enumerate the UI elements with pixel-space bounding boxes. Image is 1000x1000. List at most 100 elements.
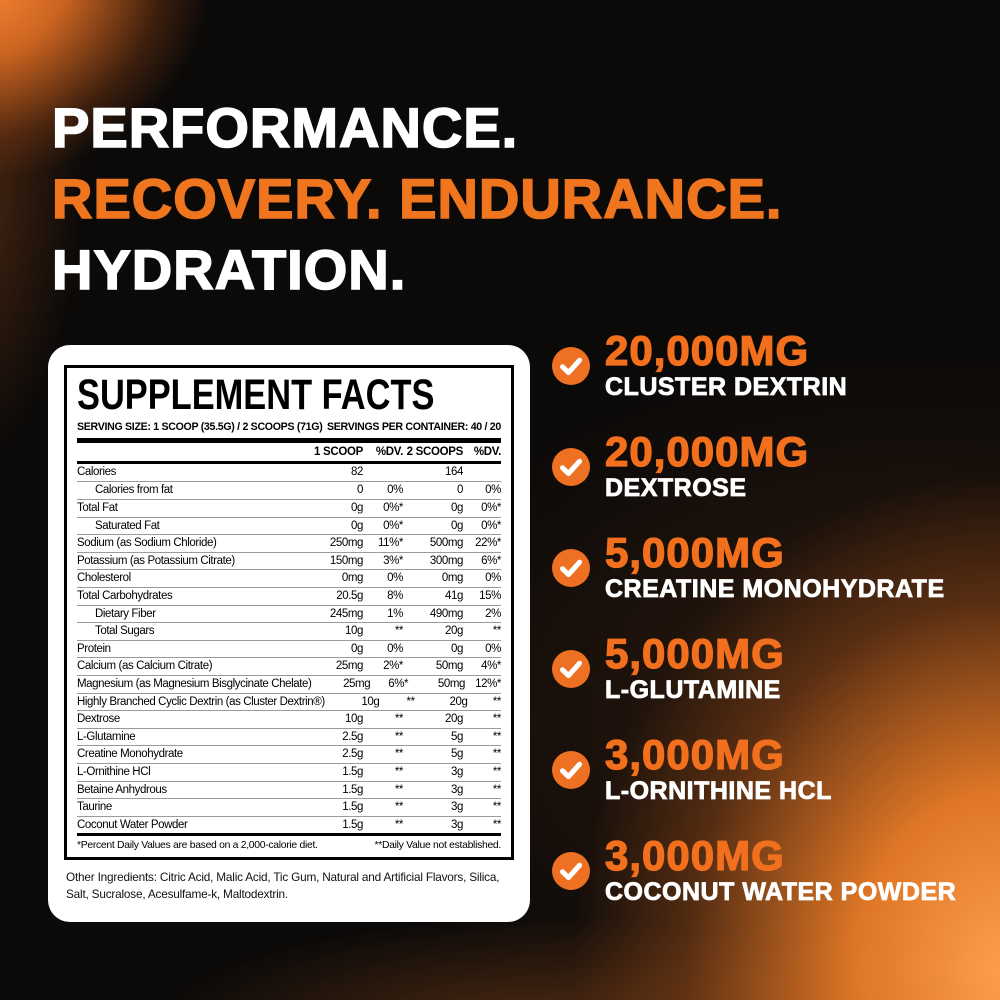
highlight-amount: 20,000MG [604,428,810,475]
nutrient-dv-1scoop: 0% [387,642,403,655]
nutrient-amount-2scoops: 0g [451,642,463,655]
supplement-facts-title: SUPPLEMENT FACTS [77,371,435,419]
nutrient-amount-1scoop: 150mg [329,554,364,567]
other-ingredients-text: Other Ingredients: Citric Acid, Malic Ac… [66,870,500,902]
check-icon [552,851,590,890]
nutrient-name: Cholesterol [77,572,131,585]
nutrient-amount-2scoops: 3g [451,783,463,796]
nutrient-name: Dextrose [77,713,120,726]
nutrient-name: Sodium (as Sodium Chloride) [77,537,217,550]
table-row: Betaine Anhydrous 1.5g ** 3g ** [77,780,502,799]
nutrient-dv-1scoop: ** [406,695,416,708]
nutrient-name: Total Fat [77,502,118,515]
headline-line-recovery-endurance: RECOVERY. ENDURANCE. [51,166,783,231]
highlight-name: DEXTROSE [605,474,747,503]
highlights-list: 20,000MG CLUSTER DEXTRIN 20,000MG DEXTRO… [552,327,992,936]
check-icon [552,548,590,587]
nutrient-dv-2scoops: 6%* [481,554,501,567]
nutrient-amount-1scoop: 250mg [329,537,364,550]
nutrient-name: Saturated Fat [95,519,160,532]
highlight-name: CREATINE MONOHYDRATE [605,575,945,604]
nutrient-name: Total Carbohydrates [77,590,173,603]
nutrient-amount-1scoop: 10g [361,695,380,708]
highlight-item: 3,000MG L-ORNITHINE HCL [552,733,992,805]
nutrient-amount-1scoop: 25mg [343,677,371,690]
nutrient-amount-2scoops: 500mg [429,537,464,550]
nutrient-dv-1scoop: 0%* [383,502,403,515]
headline-line-performance: PERFORMANCE. [51,95,519,160]
nutrient-amount-1scoop: 1.5g [342,783,363,796]
column-header-dv1: %DV. [375,445,403,458]
nutrient-amount-2scoops: 3g [451,801,463,814]
nutrient-amount-2scoops: 20g [445,625,463,638]
table-row: Highly Branched Cyclic Dextrin (as Clust… [77,692,502,711]
nutrient-amount-2scoops: 300mg [429,554,464,567]
supplement-facts-border-box: SUPPLEMENT FACTS SERVING SIZE: 1 SCOOP (… [64,365,514,861]
nutrient-amount-2scoops: 3g [451,818,463,831]
highlight-item: 5,000MG CREATINE MONOHYDRATE [552,529,992,604]
nutrient-amount-1scoop: 0g [351,502,363,515]
highlight-name: COCONUT WATER POWDER [605,878,957,907]
nutrient-amount-1scoop: 1.5g [342,801,363,814]
nutrient-amount-1scoop: 0g [351,519,363,532]
nutrient-dv-2scoops: ** [492,765,502,778]
column-header-dv2: %DV. [473,445,501,458]
nutrient-name: Taurine [77,801,112,814]
table-row: Protein 0g 0% 0g 0% [77,639,501,658]
nutrient-amount-2scoops: 5g [451,730,463,743]
nutrient-name: L-Glutamine [77,730,136,743]
nutrient-amount-1scoop: 25mg [335,660,364,673]
table-row: Dietary Fiber 245mg 1% 490mg 2% [77,604,501,623]
nutrient-name: Calories from fat [95,484,173,497]
highlight-item: 20,000MG CLUSTER DEXTRIN [552,327,992,402]
nutrient-dv-2scoops: 4%* [481,660,501,673]
check-icon [552,649,590,688]
highlight-text: 5,000MG CREATINE MONOHYDRATE [604,529,945,604]
highlight-item: 3,000MG COCONUT WATER POWDER [552,834,992,907]
nutrient-dv-2scoops: 0% [485,484,501,497]
supplement-facts-panel: SUPPLEMENT FACTS SERVING SIZE: 1 SCOOP (… [48,345,530,922]
serving-size-label: SERVING SIZE: 1 SCOOP (35.5G) / 2 SCOOPS… [77,420,323,433]
table-column-headers: 1 SCOOP %DV. 2 SCOOPS %DV. [77,443,501,464]
nutrient-name: Potassium (as Potassium Citrate) [77,554,235,567]
nutrient-dv-2scoops: 2% [485,607,501,620]
table-row: Calories 82 164 [77,464,501,482]
highlight-amount: 5,000MG [604,529,785,576]
nutrient-amount-2scoops: 0mg [441,572,464,585]
nutrient-name: Calcium (as Calcium Citrate) [77,660,213,673]
nutrient-dv-2scoops: ** [492,783,502,796]
nutrient-amount-1scoop: 2.5g [342,748,363,761]
nutrient-amount-1scoop: 0mg [341,572,364,585]
table-row: Calories from fat 0 0% 0 0% [77,481,501,499]
table-row: Taurine 1.5g ** 3g ** [77,798,501,816]
nutrient-dv-2scoops: ** [492,748,502,761]
nutrient-dv-1scoop: ** [394,818,404,831]
check-icon [552,750,590,789]
nutrient-dv-2scoops: 0% [485,572,501,585]
nutrient-dv-1scoop: 0% [387,484,403,497]
table-row: Magnesium (as Magnesium Bisglycinate Che… [77,674,501,693]
nutrient-dv-2scoops: ** [492,730,502,743]
nutrient-amount-2scoops: 3g [451,765,463,778]
nutrient-amount-1scoop: 1.5g [342,818,363,831]
nutrient-amount-1scoop: 245mg [329,607,364,620]
nutrient-dv-2scoops: ** [492,695,502,708]
nutrient-dv-1scoop: 1% [387,607,403,620]
check-icon [552,346,590,385]
table-row: Creatine Monohydrate 2.5g ** 5g ** [77,745,501,763]
nutrient-amount-1scoop: 82 [351,465,363,478]
nutrient-amount-1scoop: 10g [345,713,363,726]
nutrient-name: Total Sugars [95,625,155,638]
highlight-text: 3,000MG COCONUT WATER POWDER [604,834,957,907]
highlight-name: CLUSTER DEXTRIN [605,373,848,402]
nutrient-name: Dietary Fiber [95,607,156,620]
nutrient-name: Protein [77,642,111,655]
nutrient-name: Calories [77,465,116,478]
highlight-text: 20,000MG DEXTROSE [604,428,810,503]
highlight-text: 20,000MG CLUSTER DEXTRIN [604,327,848,402]
footnote-not-established: **Daily Value not established. [374,840,501,852]
nutrient-dv-1scoop: 2%* [383,660,403,673]
nutrient-amount-2scoops: 20g [449,695,468,708]
highlight-amount: 20,000MG [604,327,810,374]
nutrient-amount-1scoop: 0 [357,484,363,497]
